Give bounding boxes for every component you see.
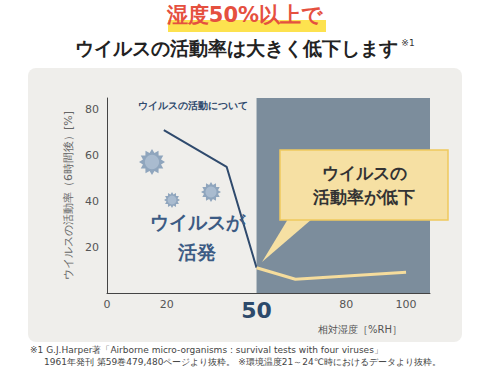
- svg-text:ウイルスの活動について: ウイルスの活動について: [138, 100, 248, 111]
- svg-text:100: 100: [396, 298, 417, 311]
- svg-text:80: 80: [339, 298, 353, 311]
- svg-text:60: 60: [85, 149, 99, 162]
- svg-text:※1 G.J.Harper著「Airborne micro-: ※1 G.J.Harper著「Airborne micro-organisms …: [30, 345, 383, 355]
- svg-text:40: 40: [85, 195, 99, 208]
- svg-text:20: 20: [85, 241, 99, 254]
- svg-text:ウイルスが: ウイルスが: [150, 211, 246, 233]
- svg-text:ウイルスの活動率（6時間後）[%]: ウイルスの活動率（6時間後）[%]: [62, 111, 75, 280]
- svg-text:活動率が低下: 活動率が低下: [312, 187, 415, 207]
- svg-text:湿度50%以上で: 湿度50%以上で: [166, 3, 323, 27]
- svg-text:ウイルスの活動率は大きく低下します: ウイルスの活動率は大きく低下します: [75, 37, 398, 59]
- svg-text:80: 80: [85, 103, 99, 116]
- svg-text:ウイルスの: ウイルスの: [322, 163, 407, 183]
- svg-text:1961年発刊 第59巻479,480ページより抜粋。 ※環: 1961年発刊 第59巻479,480ページより抜粋。 ※環境温度21～24℃時…: [44, 357, 441, 367]
- svg-text:20: 20: [160, 298, 174, 311]
- svg-text:相対湿度［%RH］: 相対湿度［%RH］: [318, 324, 402, 335]
- svg-text:活発: 活発: [177, 241, 216, 263]
- svg-text:50: 50: [241, 298, 272, 323]
- svg-text:※1: ※1: [401, 38, 414, 48]
- svg-text:0: 0: [104, 298, 111, 311]
